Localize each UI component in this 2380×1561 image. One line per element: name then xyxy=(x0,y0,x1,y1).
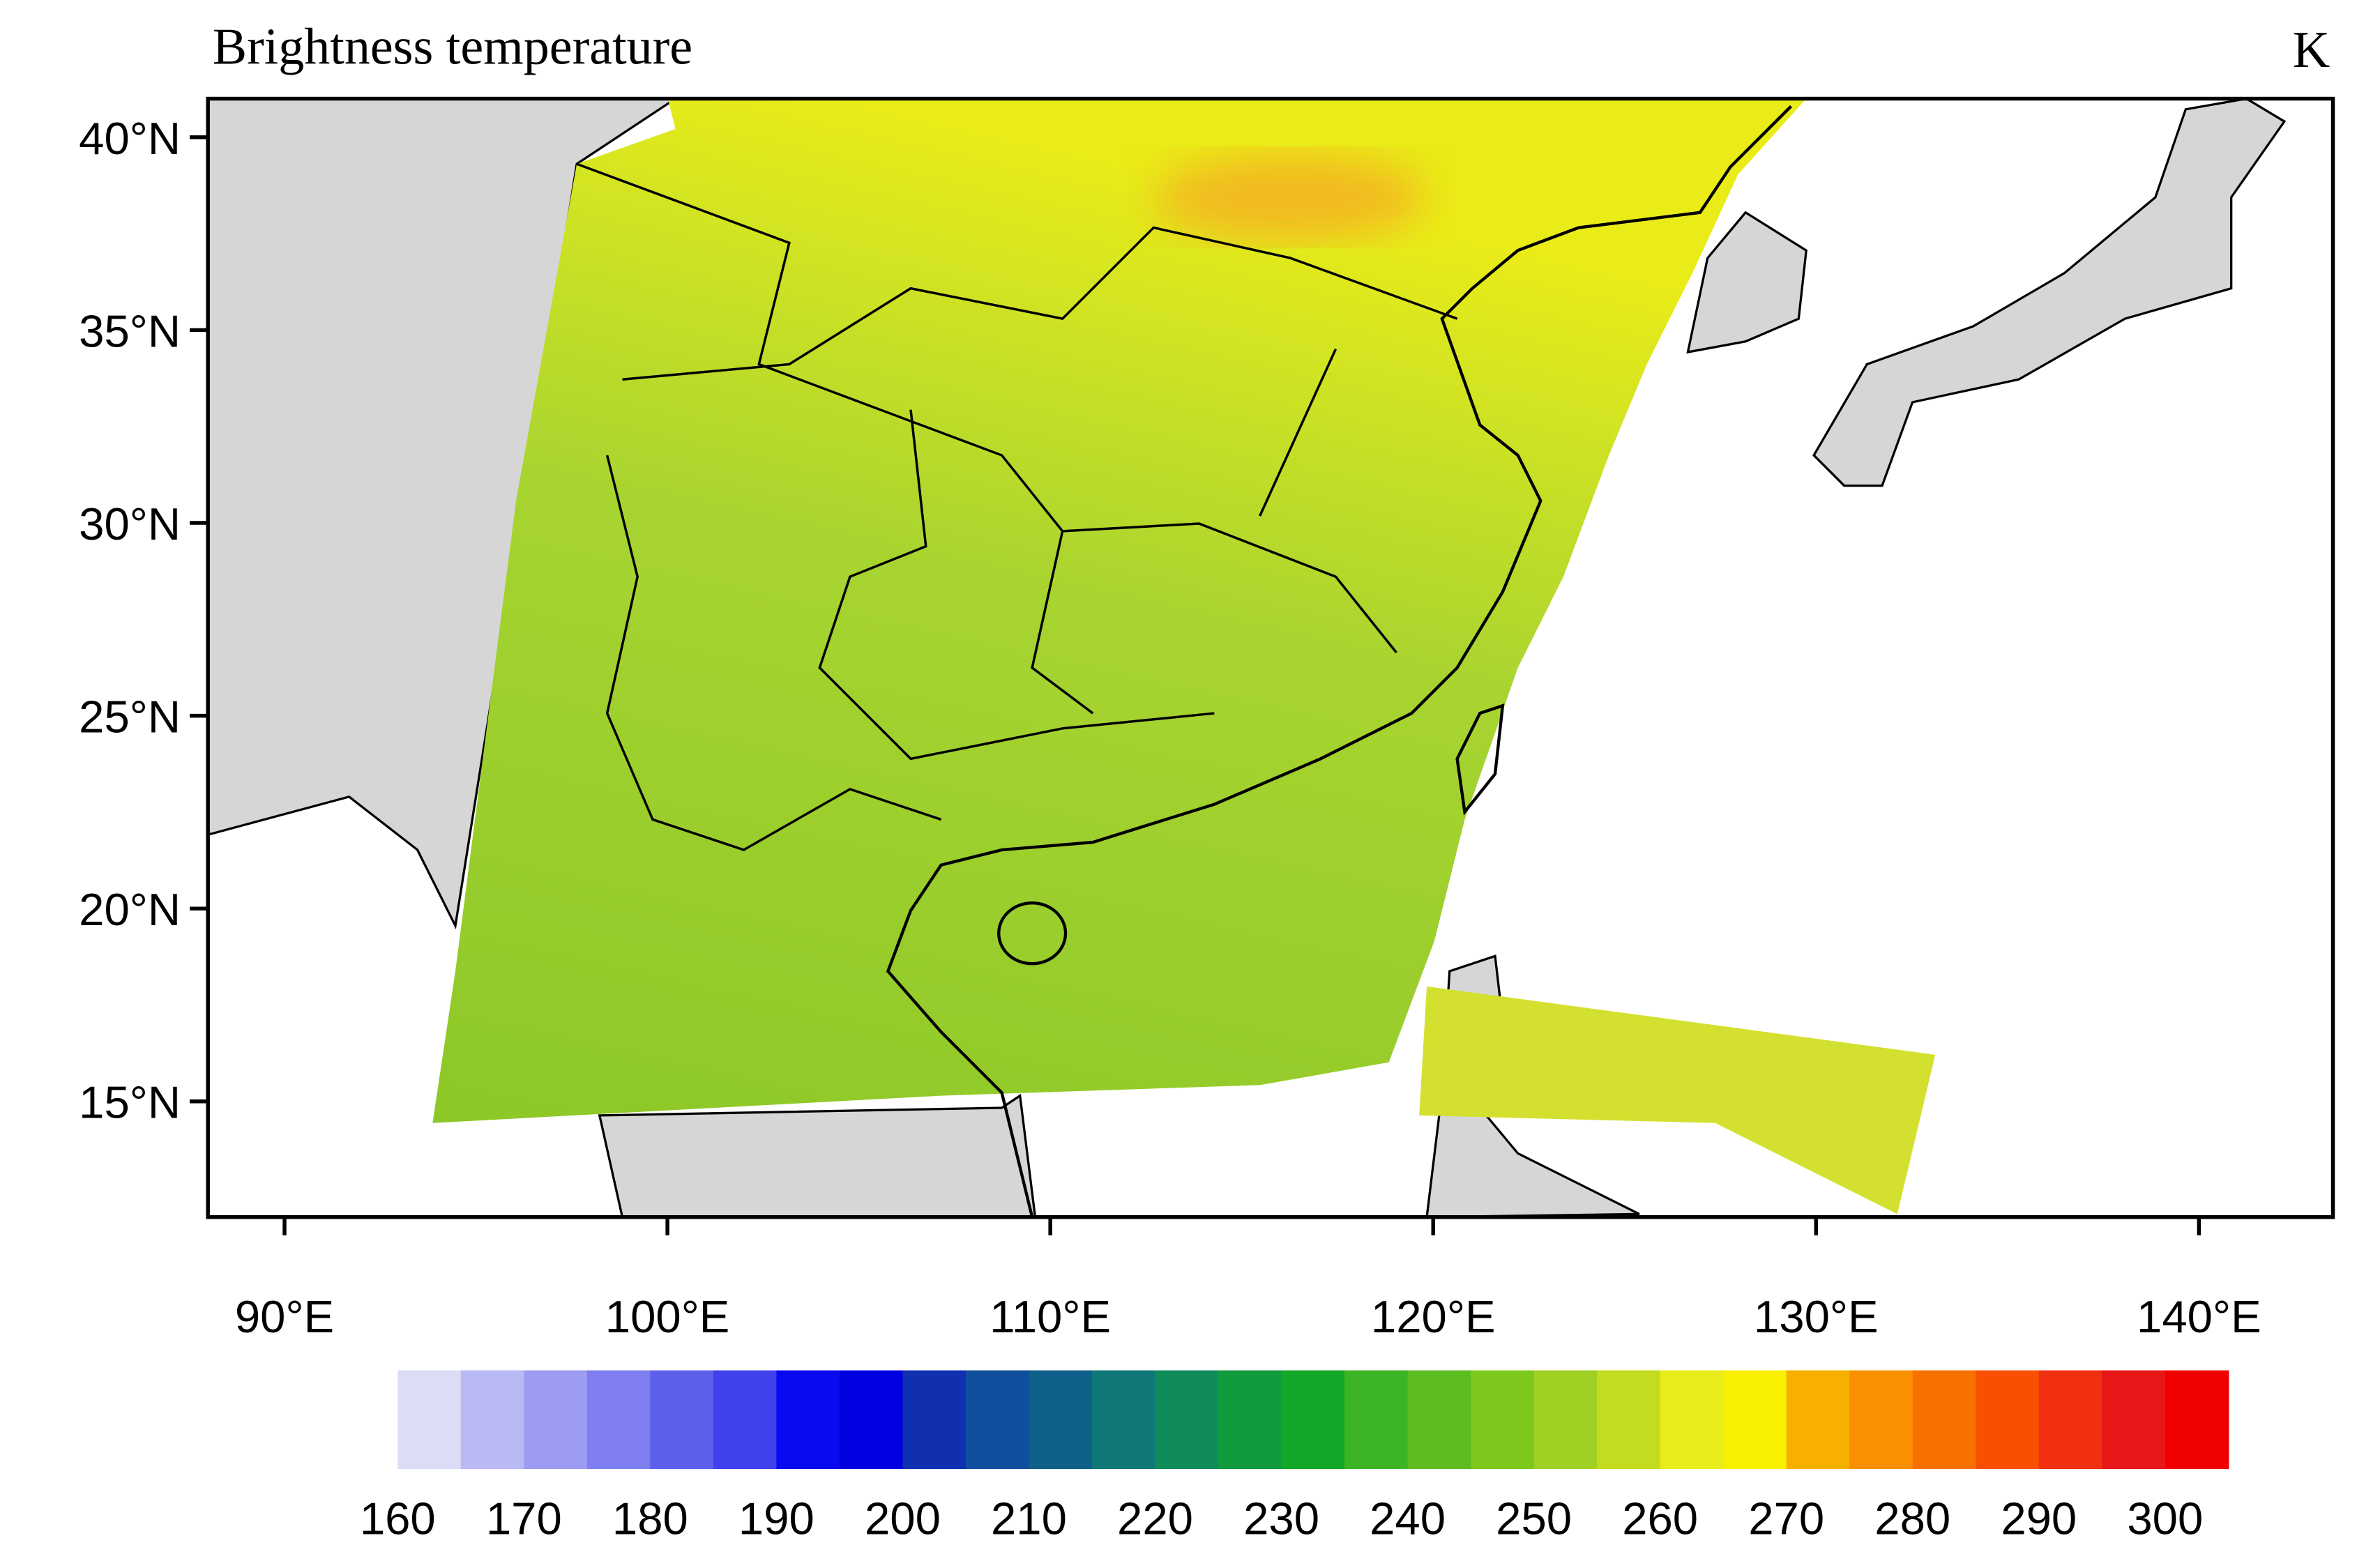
colorbar-box xyxy=(1912,1370,1977,1470)
y-tick-label: 40°N xyxy=(79,113,181,164)
y-tick-label: 15°N xyxy=(79,1077,181,1128)
colorbar-tick-label: 290 xyxy=(2001,1493,2077,1544)
x-tick-label: 90°E xyxy=(235,1291,334,1342)
land xyxy=(1686,211,1807,354)
plot-frame xyxy=(206,96,2335,1219)
colorbar-box xyxy=(1155,1370,1220,1470)
y-tick-label: 30°N xyxy=(79,498,181,549)
colorbar-box xyxy=(902,1370,967,1470)
x-tick-label: 110°E xyxy=(990,1291,1111,1342)
colorbar-box xyxy=(2165,1370,2229,1470)
province-border xyxy=(576,162,1458,851)
y-tick-label: 25°N xyxy=(79,692,181,743)
colorbar-box xyxy=(1218,1370,1282,1470)
y-tick-label: 35°N xyxy=(79,305,181,356)
colorbar-tick-label: 160 xyxy=(360,1493,436,1544)
colorbar-tick-label: 180 xyxy=(612,1493,688,1544)
colorbar-box xyxy=(1091,1370,1156,1470)
colorbar-tick-label: 250 xyxy=(1496,1493,1572,1544)
colorbar-box xyxy=(586,1370,651,1470)
colorbar-tick-label: 270 xyxy=(1748,1493,1824,1544)
x-tick-label: 100°E xyxy=(605,1291,730,1342)
colorbar-box xyxy=(650,1370,714,1470)
colorbar-box xyxy=(776,1370,841,1470)
colorbar-box xyxy=(1786,1370,1851,1470)
chart-title: Brightness temperature xyxy=(213,18,692,75)
colorbar-box xyxy=(1281,1370,1346,1470)
colorbar-box xyxy=(839,1370,904,1470)
swath xyxy=(432,98,1807,1123)
colorbar-box xyxy=(1723,1370,1787,1470)
colorbar-box xyxy=(2102,1370,2166,1470)
colorbar-tick-label: 240 xyxy=(1370,1493,1446,1544)
colorbar-tick-label: 300 xyxy=(2127,1493,2203,1544)
colorbar-box xyxy=(965,1370,1030,1470)
colorbar-tick-label: 280 xyxy=(1874,1493,1950,1544)
y-tick-label: 20°N xyxy=(79,884,181,935)
colorbar-tick-label: 170 xyxy=(486,1493,562,1544)
island xyxy=(1455,703,1505,816)
colorbar-box xyxy=(397,1370,462,1470)
colorbar-box xyxy=(1976,1370,2040,1470)
colorbar-box xyxy=(1533,1370,1598,1470)
colorbar-box xyxy=(1029,1370,1093,1470)
units-label: K xyxy=(2293,22,2330,79)
colorbar-box xyxy=(1344,1370,1409,1470)
colorbar-tick-label: 190 xyxy=(738,1493,814,1544)
warm-patch xyxy=(1153,155,1427,240)
colorbar-tick-label: 230 xyxy=(1243,1493,1319,1544)
swath xyxy=(1419,986,1936,1214)
colorbar-tick-label: 210 xyxy=(991,1493,1067,1544)
colorbar-tick-label: 260 xyxy=(1622,1493,1698,1544)
colorbar-tick-label: 220 xyxy=(1117,1493,1193,1544)
map-area xyxy=(208,98,2333,1217)
land xyxy=(598,1093,1037,1217)
x-tick-label: 130°E xyxy=(1754,1291,1879,1342)
colorbar-box xyxy=(524,1370,588,1470)
colorbar-box xyxy=(1597,1370,1661,1470)
colorbar-box xyxy=(1407,1370,1472,1470)
colorbar-tick-label: 200 xyxy=(865,1493,941,1544)
colorbar-box xyxy=(2038,1370,2103,1470)
colorbar-box xyxy=(1471,1370,1535,1470)
land xyxy=(1812,98,2287,487)
land xyxy=(208,98,678,930)
x-tick-label: 140°E xyxy=(2137,1291,2261,1342)
colorbar-box xyxy=(1849,1370,1913,1470)
colorbar-box xyxy=(460,1370,525,1470)
colorbar-box xyxy=(713,1370,778,1470)
colorbar-box xyxy=(1660,1370,1725,1470)
coastline xyxy=(886,105,1792,1217)
x-tick-label: 120°E xyxy=(1371,1291,1496,1342)
island xyxy=(997,901,1068,966)
